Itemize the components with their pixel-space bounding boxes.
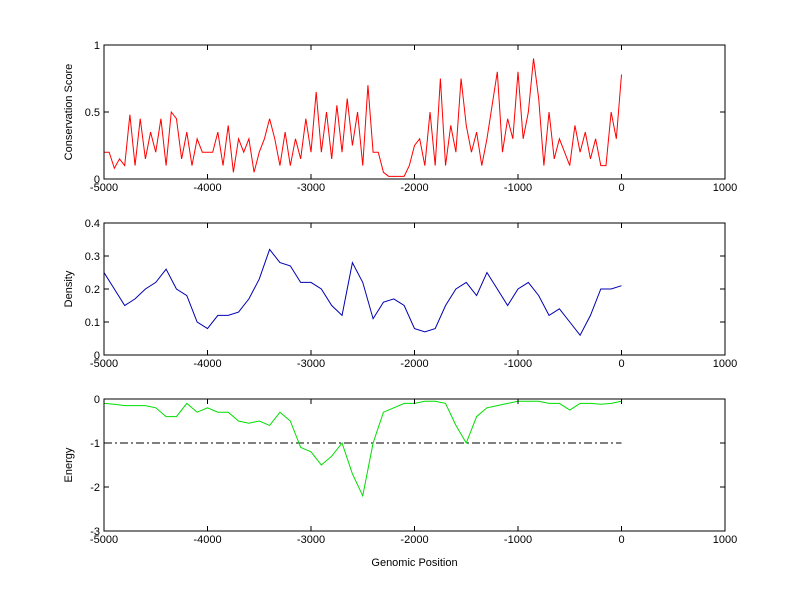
x-tick-label: -5000: [90, 358, 118, 370]
x-tick-label: -2000: [400, 534, 428, 546]
x-tick-label: -4000: [193, 182, 221, 194]
x-tick-label: -5000: [90, 534, 118, 546]
y-tick-label: -3: [90, 526, 100, 538]
y-tick-label: 0.4: [85, 218, 100, 230]
x-tick-label: -1000: [504, 182, 532, 194]
y-tick-label: -2: [90, 482, 100, 494]
data-group: [104, 58, 622, 177]
y-tick-label: 0.3: [85, 251, 100, 263]
x-tick-label: 1000: [713, 358, 737, 370]
x-tick-label: 0: [618, 534, 624, 546]
x-tick-label: -1000: [504, 534, 532, 546]
x-tick-label: -3000: [297, 358, 325, 370]
y-tick-label: 0: [94, 350, 100, 362]
y-axis-label: Energy: [63, 447, 75, 482]
x-tick-label: -3000: [297, 534, 325, 546]
x-axis-label: Genomic Position: [371, 557, 457, 569]
y-tick-label: 0: [94, 174, 100, 186]
y-tick-label: 1: [94, 40, 100, 52]
x-tick-label: -2000: [400, 358, 428, 370]
plot-area: [104, 45, 725, 179]
x-tick-label: -1000: [504, 358, 532, 370]
plot-area: [104, 223, 725, 355]
data-line: [104, 58, 622, 177]
subplot: -5000 -4000 -3000 -2000 -1000 0 1000 -3 -2 -1 0 Ene…: [63, 394, 737, 569]
subplot: -5000 -4000 -3000 -2000 -1000 0 1000 0 0.5 1 Conse…: [63, 40, 737, 194]
data-group: [104, 400, 622, 498]
x-tick-label: 0: [618, 358, 624, 370]
plot-area: [104, 399, 725, 531]
data-line: [104, 248, 622, 337]
x-tick-label: -4000: [193, 534, 221, 546]
x-tick-label: -5000: [90, 182, 118, 194]
y-axis-label: Density: [63, 270, 75, 307]
data-line: [104, 400, 622, 498]
y-tick-label: 0.1: [85, 317, 100, 329]
y-tick-label: 0: [94, 394, 100, 406]
x-tick-label: -3000: [297, 182, 325, 194]
data-group: [104, 248, 622, 337]
y-tick-label: 0.2: [85, 284, 100, 296]
x-tick-label: 1000: [713, 534, 737, 546]
x-tick-label: 1000: [713, 182, 737, 194]
y-tick-label: -1: [90, 438, 100, 450]
y-axis-label: Conservation Score: [63, 64, 75, 161]
x-tick-label: -2000: [400, 182, 428, 194]
x-tick-label: 0: [618, 182, 624, 194]
subplot: -5000 -4000 -3000 -2000 -1000 0 1000 0 0.1 0.2 0.3…: [63, 218, 737, 370]
x-tick-label: -4000: [193, 358, 221, 370]
y-tick-label: 0.5: [85, 107, 100, 119]
